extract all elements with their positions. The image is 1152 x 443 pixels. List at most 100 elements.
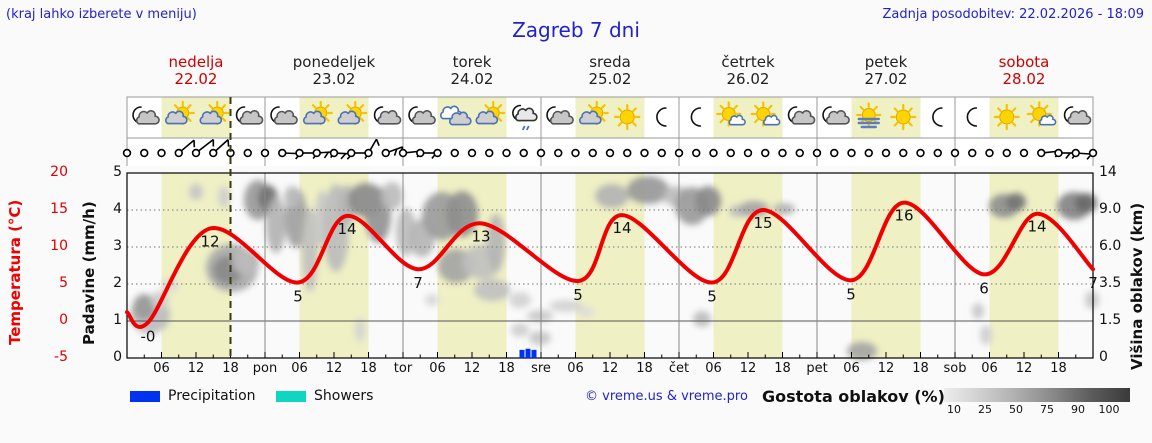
- moon-icon: [932, 107, 943, 127]
- x-axis-label: 18: [636, 361, 653, 376]
- temperature-value-label: 14: [1027, 218, 1046, 236]
- sun-smallcloud-icon: [716, 101, 746, 127]
- x-axis-label: 18: [222, 361, 239, 376]
- x-axis-label: čet: [668, 361, 690, 376]
- cloud-density-scale-value: 90: [1071, 403, 1085, 416]
- day-header-torek: torek 24.02: [403, 54, 541, 88]
- wind-barb: [916, 148, 925, 158]
- precipitation-tick: 4: [113, 201, 122, 217]
- wind-barb: [933, 148, 942, 158]
- precipitation-tick: 1: [113, 312, 122, 328]
- x-axis-label: sob: [943, 361, 967, 376]
- cloud-density-legend-label: Gostota oblakov (%): [762, 387, 945, 406]
- moon-cloud-icon: [822, 106, 850, 125]
- temperature-tick: 10: [50, 238, 68, 254]
- moon-cloud-drizzle-icon: [512, 104, 538, 131]
- temperature-tick: -5: [54, 349, 68, 365]
- temperature-value-label: 7: [413, 274, 423, 292]
- cloudheight-tick: 1.5: [1099, 312, 1122, 328]
- cloud-density-scale-bar: [944, 388, 1130, 402]
- moon-cloud-icon: [270, 106, 298, 125]
- sun-cloud-icon: [165, 100, 195, 126]
- sun-icon: [890, 103, 917, 131]
- moon-cloud-icon: [546, 106, 574, 125]
- wind-barb: [571, 148, 580, 158]
- moon-cloud-icon: [1063, 106, 1092, 125]
- wind-barb: [1088, 148, 1098, 158]
- wind-barb: [122, 148, 132, 158]
- site-credit[interactable]: © vreme.us & vreme.pro: [585, 389, 748, 404]
- temperature-value-label: 13: [471, 227, 490, 245]
- temperature-value-label: -0: [141, 327, 156, 345]
- cloudheight-tick: 9.0: [1099, 201, 1122, 217]
- wind-barb: [536, 148, 546, 158]
- x-axis-label: pet: [806, 361, 828, 376]
- moon-cloud-icon: [787, 106, 816, 125]
- x-axis-label: 06: [429, 361, 446, 376]
- day-date: 25.02: [588, 70, 632, 88]
- wind-barb: [243, 148, 252, 158]
- day-header-četrtek: četrtek 26.02: [679, 54, 817, 88]
- moon-icon: [966, 107, 978, 127]
- location-menu-note: (kraj lahko izberete v meniju): [6, 7, 197, 22]
- day-date: 26.02: [726, 70, 770, 88]
- sun-cloud-icon: [475, 100, 506, 126]
- x-axis-label: 06: [705, 361, 722, 376]
- x-axis-label: 18: [774, 361, 791, 376]
- showers-swatch: [276, 391, 306, 402]
- day-header-petek: petek 27.02: [817, 54, 955, 88]
- day-name: sobota: [998, 53, 1050, 71]
- wind-barb: [623, 148, 632, 158]
- x-axis-label: 18: [912, 361, 929, 376]
- day-band-chart: [713, 173, 783, 358]
- temperature-axis-title: Temperatura (°C): [6, 199, 24, 345]
- page-title: Zagreb 7 dni: [512, 18, 640, 42]
- x-axis-label: 12: [877, 361, 895, 376]
- wind-barb: [157, 148, 166, 158]
- wind-barb: [554, 148, 563, 158]
- sun-smallcloud-icon: [750, 101, 781, 127]
- wind-barb: [433, 148, 442, 158]
- showers-legend-label: Showers: [314, 388, 374, 404]
- precipitation-tick: 5: [113, 164, 122, 180]
- day-date: 27.02: [864, 70, 908, 88]
- x-axis-label: pon: [252, 361, 278, 376]
- moon-icon: [656, 107, 667, 127]
- wind-barb: [761, 148, 770, 158]
- wind-barb: [985, 148, 994, 158]
- wind-barb: [519, 148, 528, 158]
- x-axis-label: 12: [325, 361, 343, 376]
- x-axis-label: tor: [393, 361, 413, 376]
- precipitation-swatch: [130, 391, 160, 402]
- x-axis-label: 18: [1050, 361, 1067, 376]
- overcast-icon: [440, 105, 472, 126]
- wind-barb: [416, 148, 437, 159]
- temperature-value-label: 12: [200, 233, 219, 251]
- day-header-nedelja: nedelja 22.02: [127, 54, 265, 88]
- wind-barb: [174, 139, 196, 158]
- wind-barb: [140, 148, 149, 158]
- precipitation-bar: [531, 349, 537, 358]
- temperature-value-label: 15: [753, 214, 772, 232]
- precipitation-tick: 3: [113, 238, 122, 254]
- day-name: sreda: [589, 53, 631, 71]
- day-name: četrtek: [721, 53, 775, 71]
- x-axis-label: sre: [531, 361, 551, 376]
- temperature-value-label: 14: [337, 220, 356, 238]
- wind-barb: [864, 148, 873, 158]
- day-date: 28.02: [1002, 70, 1046, 88]
- day-header-sobota: sobota 28.02: [955, 54, 1093, 88]
- wind-barb: [640, 148, 649, 158]
- sun-icon: [993, 103, 1020, 131]
- wind-barb: [295, 148, 319, 159]
- wind-barb: [398, 148, 422, 158]
- wind-barb: [657, 148, 666, 158]
- x-axis-label: 18: [360, 361, 377, 376]
- cloudheight-tick: 6.0: [1099, 238, 1122, 254]
- sun-fog-icon: [856, 102, 882, 129]
- wind-barb: [812, 148, 822, 158]
- x-axis-label: 06: [291, 361, 308, 376]
- day-name: nedelja: [168, 53, 224, 71]
- day-header-sreda: sreda 25.02: [541, 54, 679, 88]
- wind-barb: [692, 148, 701, 158]
